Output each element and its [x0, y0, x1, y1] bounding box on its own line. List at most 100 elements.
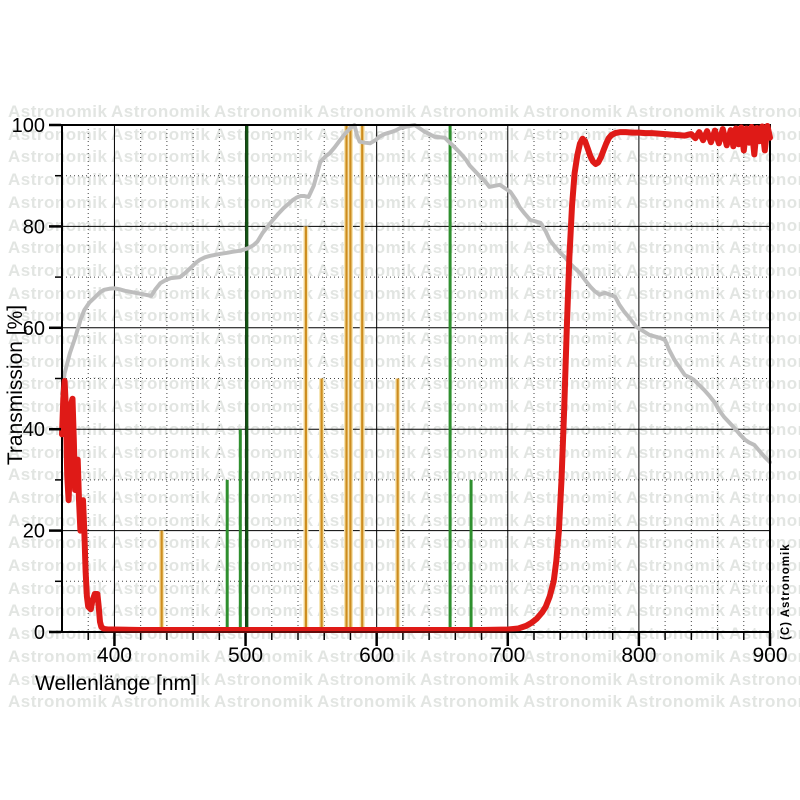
watermark-text: Astronomik — [111, 646, 211, 666]
watermark-text: Astronomik — [317, 601, 417, 621]
watermark-text: Astronomik — [523, 351, 623, 371]
watermark-text: Astronomik — [317, 192, 417, 212]
filter-curve — [59, 123, 773, 633]
watermark-text: Astronomik — [626, 147, 726, 167]
x-tick-label: 800 — [621, 644, 656, 667]
watermark-text: Astronomik — [729, 283, 800, 303]
watermark-text: Astronomik — [111, 147, 211, 167]
watermark-text: Astronomik — [111, 487, 211, 507]
watermark-text: Astronomik — [317, 238, 417, 258]
watermark-text: Astronomik — [420, 238, 520, 258]
watermark-text: Astronomik — [214, 374, 314, 394]
watermark-text: Astronomik — [729, 192, 800, 212]
watermark-text: Astronomik — [626, 238, 726, 258]
watermark-text: Astronomik — [626, 510, 726, 530]
watermark-text: Astronomik — [214, 669, 314, 689]
watermark-text: Astronomik — [317, 578, 417, 598]
watermark-text: Astronomik — [626, 669, 726, 689]
watermark-text: Astronomik — [420, 488, 519, 508]
watermark-text: Astronomik — [8, 601, 108, 621]
tick-labels: 400 500 600 700 800 900 0 20 40 60 80 100 — [12, 115, 788, 667]
watermark-text: Astronomik — [626, 260, 726, 280]
watermark-text: Astronomik — [111, 692, 211, 712]
watermark-text: Astronomik — [523, 510, 623, 530]
watermark-text: Astronomik — [214, 578, 314, 598]
watermark-text: Astronomik — [626, 692, 726, 712]
watermark-text: Astronomik — [317, 260, 417, 280]
watermark-text: Astronomik — [317, 692, 417, 712]
watermark-text: Astronomik — [729, 669, 800, 689]
watermark-text: Astronomik — [420, 601, 519, 621]
watermark-text: Astronomik — [317, 510, 417, 530]
watermark-text: Astronomik — [729, 692, 800, 712]
plot-frame — [61, 124, 771, 633]
watermark-text: Astronomik — [729, 215, 800, 235]
x-tick-label: 400 — [97, 644, 132, 667]
watermark-text: Astronomik — [523, 442, 623, 462]
watermark-text: Astronomik — [626, 487, 726, 507]
watermark-text: Astronomik — [420, 102, 520, 121]
watermark-text: Astronomik — [523, 487, 623, 507]
watermark-text: Astronomik — [626, 102, 726, 121]
watermark-text: Astronomik — [317, 556, 417, 575]
watermark-text: Astronomik — [8, 215, 108, 235]
watermark-text: Astronomik — [420, 306, 520, 326]
watermark-text: Astronomik — [626, 215, 726, 235]
axis-ticks — [49, 123, 772, 646]
watermark-text: Astronomik — [317, 533, 417, 553]
watermark-text: Astronomik — [729, 646, 800, 666]
watermark-text: Astronomik — [420, 283, 520, 303]
watermark-text: Astronomik — [111, 283, 211, 303]
watermark-text: Astronomik — [214, 692, 314, 712]
watermark-text: Astronomik — [420, 556, 519, 576]
watermark-text: Astronomik — [317, 487, 417, 507]
y-tick-label: 100 — [12, 115, 45, 137]
watermark-text: Astronomik — [523, 533, 623, 553]
watermark-text: Astronomik — [420, 374, 520, 394]
x-tick-label: 700 — [490, 644, 525, 667]
watermark-text: Astronomik — [111, 397, 211, 417]
watermark-text: Astronomik — [626, 442, 726, 462]
watermark-text: Astronomik — [523, 260, 623, 280]
watermark-text: Astronomik — [214, 487, 314, 507]
watermark-text: Astronomik — [729, 487, 800, 507]
watermark-text: Astronomik — [729, 329, 800, 348]
watermark-text: Astronomik — [729, 147, 800, 167]
watermark-text: Astronomik — [729, 170, 800, 190]
watermark-text: Astronomik — [214, 192, 314, 212]
watermark-text: Astronomik — [729, 397, 800, 417]
y-tick-label: 40 — [23, 419, 45, 441]
watermark-text: Astronomik — [317, 374, 417, 394]
watermark-text: Astronomik — [420, 511, 519, 531]
watermark-text: Astronomik — [8, 260, 108, 280]
copyright-note: (C) Astronomik — [780, 543, 792, 640]
watermark-text: Astronomik — [626, 283, 726, 303]
watermark-text: Astronomik — [523, 329, 623, 348]
watermark-text: Astronomik — [523, 692, 623, 712]
watermark-text: Astronomik — [317, 351, 417, 371]
x-tick-label: 900 — [752, 644, 787, 667]
watermark-text: Astronomik — [729, 238, 800, 258]
watermark-text: Astronomik — [420, 442, 520, 462]
watermark-text: Astronomik — [111, 510, 211, 530]
y-axis-title: Transmission [%] — [4, 305, 27, 465]
watermark-text: Astronomik — [729, 306, 800, 326]
reference-curve — [60, 123, 772, 465]
watermark-text: Astronomik — [111, 170, 211, 190]
watermark-text: Astronomik — [420, 533, 519, 553]
watermark-text: Astronomik — [111, 192, 211, 212]
watermark-text: Astronomik — [317, 397, 417, 417]
watermark-text: Astronomik — [523, 397, 623, 417]
watermark-text: Astronomik — [420, 397, 520, 417]
watermark-text: Astronomik — [111, 374, 211, 394]
watermark-text: Astronomik — [8, 283, 108, 303]
minor-gridlines — [62, 125, 770, 632]
watermark-text: Astronomik — [111, 351, 211, 371]
watermark-text: Astronomik — [729, 533, 800, 553]
watermark-text: Astronomik — [729, 374, 800, 394]
major-gridlines — [62, 125, 770, 632]
watermark-text: Astronomik — [420, 692, 520, 712]
watermark-text: Astronomik — [420, 351, 520, 371]
watermark-text: Astronomik — [729, 260, 800, 280]
